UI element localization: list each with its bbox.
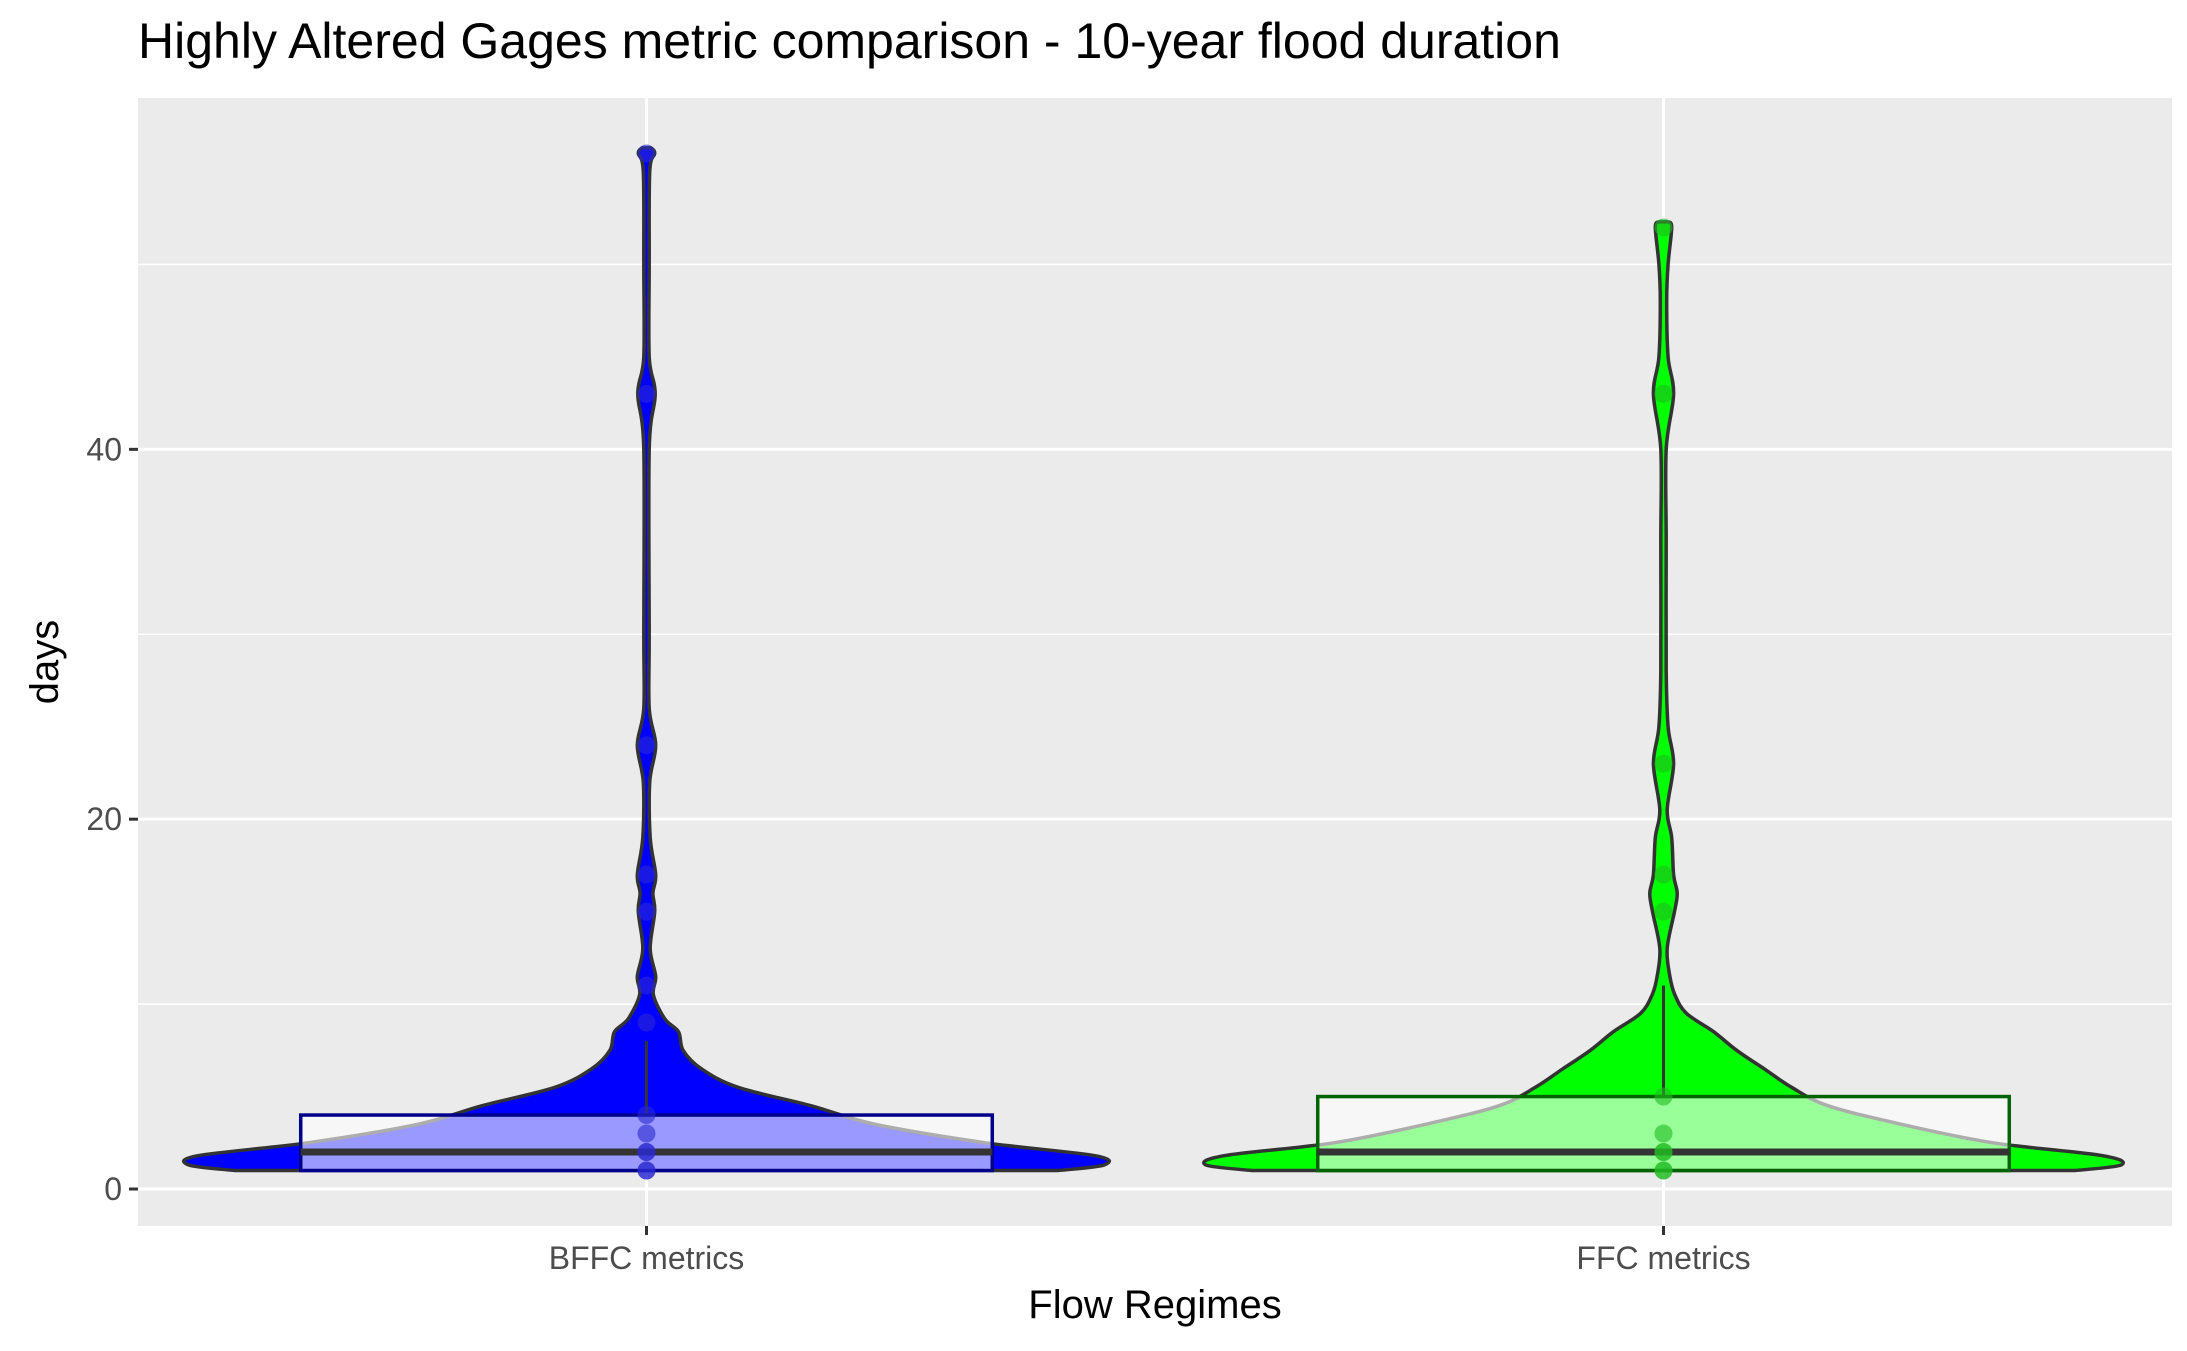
data-point: [1654, 902, 1673, 921]
y-axis: 0 20 40: [86, 431, 138, 1207]
chart-title: Highly Altered Gages metric comparison -…: [138, 13, 1561, 69]
data-point: [1654, 218, 1673, 237]
data-point: [637, 1143, 656, 1162]
violins: [181, 144, 2125, 1180]
x-axis: BFFC metrics FFC metrics: [549, 1226, 1751, 1276]
data-point: [637, 736, 656, 755]
x-tick-label: BFFC metrics: [549, 1240, 745, 1276]
plot-panel: [138, 98, 2172, 1226]
data-point: [637, 144, 656, 163]
y-tick-label: 40: [86, 431, 122, 467]
data-point: [1654, 384, 1673, 403]
data-point: [637, 1124, 656, 1143]
minor-gridlines: [138, 263, 2172, 1005]
y-axis-label: days: [23, 620, 67, 705]
data-point: [1654, 1124, 1673, 1143]
data-point: [1654, 865, 1673, 884]
data-point: [1654, 1161, 1673, 1180]
data-point: [637, 1013, 656, 1032]
data-point: [637, 976, 656, 995]
data-point: [637, 865, 656, 884]
data-point: [637, 1106, 656, 1125]
x-axis-label: Flow Regimes: [1028, 1283, 1281, 1327]
x-tick-label: FFC metrics: [1576, 1240, 1750, 1276]
data-point: [1654, 1087, 1673, 1106]
violin-group: [1202, 218, 2125, 1180]
data-point: [637, 1161, 656, 1180]
data-point: [637, 384, 656, 403]
data-point: [637, 902, 656, 921]
data-point: [1654, 1143, 1673, 1162]
y-tick-label: 20: [86, 801, 122, 837]
y-tick-label: 0: [104, 1171, 122, 1207]
data-point: [1654, 754, 1673, 773]
violin-group: [181, 144, 1112, 1180]
